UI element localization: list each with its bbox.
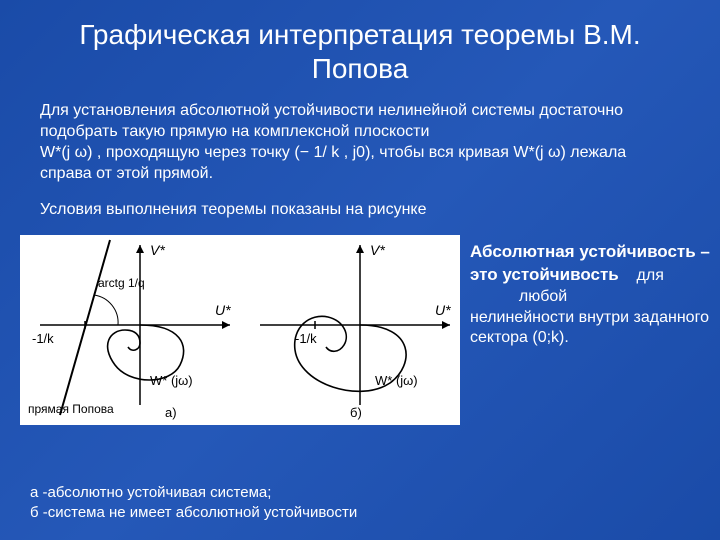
side-text: Абсолютная устойчивость – это устойчивос… bbox=[470, 241, 720, 349]
side-bold: Абсолютная устойчивость – это устойчивос… bbox=[470, 242, 710, 284]
fig-a-v-label: V* bbox=[150, 242, 165, 258]
paragraph-2: Условия выполнения теоремы показаны на р… bbox=[0, 192, 720, 229]
fig-a-popov-line-label: прямая Попова bbox=[28, 402, 114, 416]
side-rest1: для bbox=[637, 267, 664, 284]
slide-title: Графическая интерпретация теоремы В.М. П… bbox=[0, 0, 720, 93]
fig-a-u-label: U* bbox=[215, 302, 231, 318]
fig-b-neg1k: -1/k bbox=[295, 331, 317, 346]
footer-line2: б -система не имеет абсолютной устойчиво… bbox=[30, 504, 357, 521]
footer: а -абсолютно устойчивая система; б -сист… bbox=[30, 483, 357, 522]
fig-a-neg1k: -1/k bbox=[32, 331, 54, 346]
para1-text: Для установления абсолютной устойчивости… bbox=[40, 102, 623, 140]
side-rest2: любой bbox=[519, 288, 567, 305]
side-rest3: нелинейности внутри заданного сектора (0… bbox=[470, 309, 709, 347]
fig-b-u-label: U* bbox=[435, 302, 451, 318]
para2-text: W*(j ω) , проходящую через точку (− 1/ k… bbox=[40, 144, 626, 182]
fig-b-wjw: W* (jω) bbox=[375, 373, 418, 388]
fig-a-wjw: W* (jω) bbox=[150, 373, 193, 388]
fig-b-caption: б) bbox=[350, 405, 362, 420]
paragraph-1: Для установления абсолютной устойчивости… bbox=[0, 93, 720, 192]
fig-a-arctg: arctg 1/q bbox=[98, 276, 145, 290]
figure-row: V* U* -1/k arctg 1/q W* (jω) прямая Попо… bbox=[20, 235, 700, 425]
figure-box: V* U* -1/k arctg 1/q W* (jω) прямая Попо… bbox=[20, 235, 460, 425]
fig-b-v-label: V* bbox=[370, 242, 385, 258]
fig-a-caption: а) bbox=[165, 405, 177, 420]
footer-line1: а -абсолютно устойчивая система; bbox=[30, 484, 271, 501]
